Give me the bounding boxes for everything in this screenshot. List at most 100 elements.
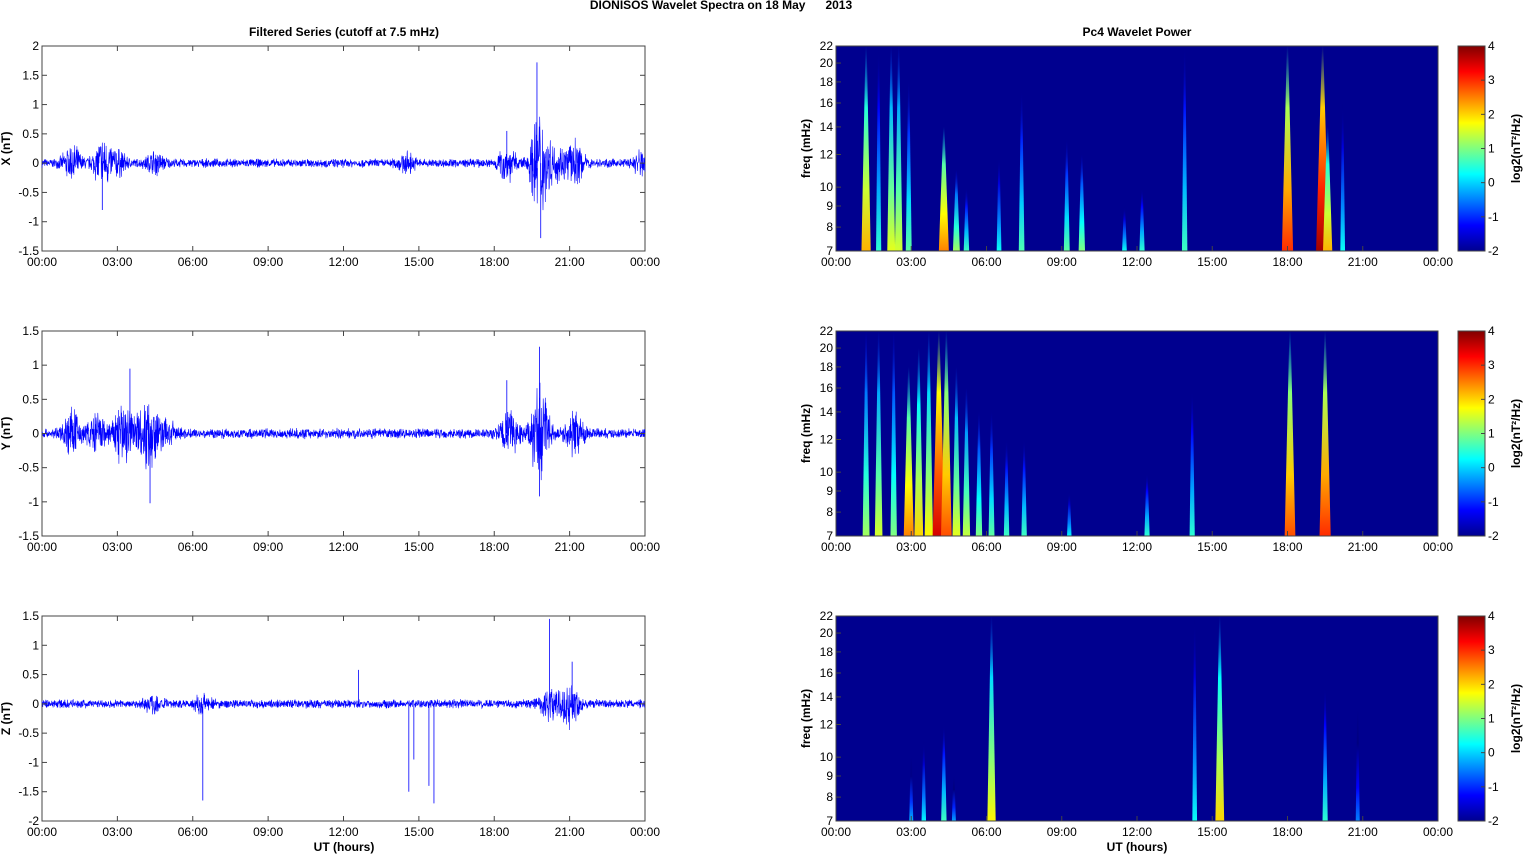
- power-streak: [1281, 46, 1294, 251]
- ytick-label: -0.5: [18, 726, 39, 740]
- xtick-label: 09:00: [253, 255, 283, 269]
- ytick-label: 12: [820, 148, 834, 162]
- xtick-label: 00:00: [821, 255, 851, 269]
- power-streak: [1215, 616, 1225, 821]
- ytick-label: 1: [32, 358, 39, 372]
- ytick-label: -0.5: [18, 185, 39, 199]
- xlabel-left: UT (hours): [314, 840, 375, 854]
- xtick-label: 00:00: [821, 540, 851, 554]
- xtick-label: 00:00: [27, 255, 57, 269]
- ytick-label: 16: [820, 666, 834, 680]
- xtick-label: 21:00: [1348, 540, 1378, 554]
- power-streak: [975, 411, 983, 536]
- ytick-label: 20: [820, 56, 834, 70]
- power-streak: [1139, 187, 1145, 251]
- xtick-label: 06:00: [971, 255, 1001, 269]
- colorbar-tick-label: 1: [1488, 427, 1495, 441]
- power-streak: [921, 740, 927, 821]
- colorbar-tick-label: 4: [1488, 39, 1495, 53]
- series-line-z: [41, 685, 646, 731]
- ytick-label: 18: [820, 360, 834, 374]
- axes-box: [41, 615, 646, 822]
- ytick-label: 14: [820, 405, 834, 419]
- xtick-label: 00:00: [1423, 825, 1453, 839]
- xtick-label: 00:00: [630, 825, 660, 839]
- xtick-label: 03:00: [102, 540, 132, 554]
- power-streak: [1003, 439, 1010, 536]
- line-panel-y: -1.5 -1 -0.5 0 0.5 1 1.5 00:00 03:00 06:00 09:00 12…: [0, 324, 660, 554]
- power-streak: [861, 46, 871, 251]
- axes-box: [41, 45, 646, 252]
- xtick-label: 06:00: [178, 825, 208, 839]
- xtick-label: 00:00: [1423, 255, 1453, 269]
- power-streak: [909, 757, 914, 821]
- xtick-label: 18:00: [1272, 825, 1302, 839]
- power-streak: [1322, 684, 1328, 821]
- ylabel: freq (mHz): [799, 689, 813, 748]
- ytick-label: 0: [32, 156, 39, 170]
- colorbar-tick-label: 3: [1488, 358, 1495, 372]
- power-streak: [938, 126, 949, 251]
- power-streak: [941, 331, 952, 536]
- xtick-label: 12:00: [328, 540, 358, 554]
- xtick-label: 18:00: [479, 540, 509, 554]
- xtick-label: 09:00: [1047, 825, 1077, 839]
- ytick-label: 7: [826, 814, 833, 828]
- power-streak: [876, 46, 882, 251]
- xtick-label: 18:00: [1272, 540, 1302, 554]
- colorbar-tick-label: -2: [1488, 814, 1499, 828]
- power-streak: [952, 170, 960, 251]
- colorbar-label: log2(nT²/Hz): [1509, 399, 1523, 468]
- power-streak: [1322, 126, 1333, 251]
- ytick-label: 0.5: [22, 392, 39, 406]
- colorbar-tick-label: 4: [1488, 324, 1495, 338]
- left-title: Filtered Series (cutoff at 7.5 mHz): [249, 25, 439, 39]
- ytick-label: 0.5: [22, 668, 39, 682]
- xtick-label: 18:00: [479, 255, 509, 269]
- xtick-label: 15:00: [404, 540, 434, 554]
- ytick-label: 16: [820, 381, 834, 395]
- ytick-label: 18: [820, 75, 834, 89]
- xtick-label: 12:00: [1122, 540, 1152, 554]
- xtick-label: 15:00: [1197, 255, 1227, 269]
- xtick-label: 21:00: [555, 540, 585, 554]
- ylabel: freq (mHz): [799, 119, 813, 178]
- colorbar-tick-label: -1: [1488, 210, 1499, 224]
- xtick-label: 12:00: [1122, 255, 1152, 269]
- ytick-label: 9: [826, 199, 833, 213]
- colorbar-tick-label: 0: [1488, 746, 1495, 760]
- ytick-label: 12: [820, 433, 834, 447]
- right-title: Pc4 Wavelet Power: [1083, 25, 1192, 39]
- power-streak: [887, 46, 896, 251]
- ytick-label: 22: [820, 39, 834, 53]
- power-streak: [1319, 331, 1331, 536]
- colorbar: [1457, 615, 1486, 822]
- ytick-label: 0.5: [22, 127, 39, 141]
- ylabel: freq (mHz): [799, 404, 813, 463]
- power-streak: [874, 331, 883, 536]
- xtick-label: 06:00: [178, 540, 208, 554]
- xtick-label: 03:00: [896, 825, 926, 839]
- power-streak: [1340, 103, 1346, 251]
- xtick-label: 00:00: [27, 825, 57, 839]
- colorbar-tick-label: 1: [1488, 142, 1495, 156]
- xtick-label: 00:00: [821, 825, 851, 839]
- xtick-label: 03:00: [102, 825, 132, 839]
- xtick-label: 09:00: [253, 540, 283, 554]
- ytick-label: 9: [826, 769, 833, 783]
- power-streak: [987, 616, 996, 821]
- ytick-label: 1.5: [22, 324, 39, 338]
- xtick-label: 21:00: [555, 825, 585, 839]
- ytick-label: -1: [28, 215, 39, 229]
- xtick-label: 06:00: [971, 540, 1001, 554]
- ytick-label: 14: [820, 690, 834, 704]
- power-streak: [914, 348, 924, 536]
- ytick-label: 10: [820, 180, 834, 194]
- colorbar-label: log2(nT²/Hz): [1509, 114, 1523, 183]
- ytick-label: 20: [820, 341, 834, 355]
- power-streak: [924, 331, 933, 536]
- power-streak: [932, 331, 946, 536]
